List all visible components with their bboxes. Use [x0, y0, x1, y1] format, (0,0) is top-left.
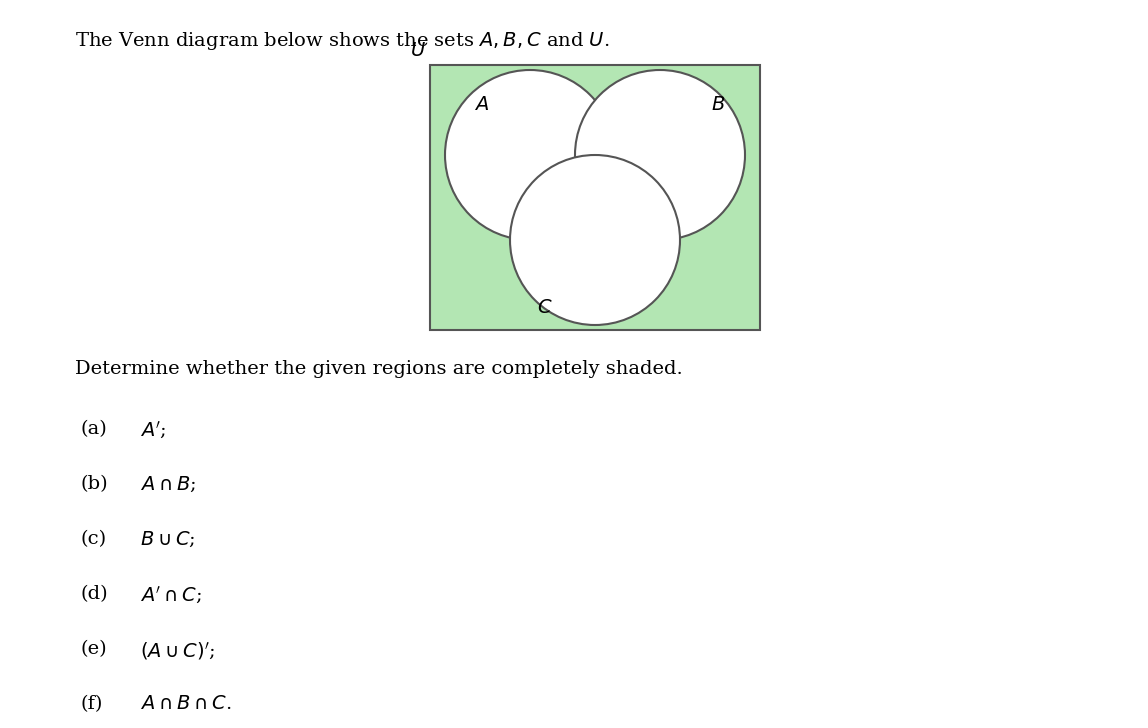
- Text: $(A \cup C)'$;: $(A \cup C)'$;: [140, 640, 215, 662]
- Text: $A \cap B \cap C$.: $A \cap B \cap C$.: [140, 695, 232, 713]
- Text: (e): (e): [80, 640, 107, 658]
- Text: $C$: $C$: [537, 299, 553, 317]
- Text: $A' \cap C$;: $A' \cap C$;: [140, 585, 202, 606]
- Text: (c): (c): [80, 530, 106, 548]
- Text: $A \cap B$;: $A \cap B$;: [140, 475, 196, 494]
- Text: Determine whether the given regions are completely shaded.: Determine whether the given regions are …: [75, 360, 683, 378]
- Text: (b): (b): [80, 475, 108, 493]
- Text: $A$: $A$: [474, 96, 489, 114]
- Circle shape: [510, 155, 680, 325]
- Circle shape: [445, 70, 615, 240]
- Text: (a): (a): [80, 420, 107, 438]
- Text: $B \cup C$;: $B \cup C$;: [140, 530, 195, 550]
- Text: (d): (d): [80, 585, 108, 603]
- Text: $U$: $U$: [410, 42, 426, 60]
- Text: The Venn diagram below shows the sets $A, B, C$ and $U$.: The Venn diagram below shows the sets $A…: [75, 30, 610, 52]
- Bar: [430, 65, 760, 330]
- Text: (f): (f): [80, 695, 102, 713]
- Text: $A'$;: $A'$;: [140, 420, 166, 441]
- Circle shape: [575, 70, 745, 240]
- Text: $B$: $B$: [711, 96, 726, 114]
